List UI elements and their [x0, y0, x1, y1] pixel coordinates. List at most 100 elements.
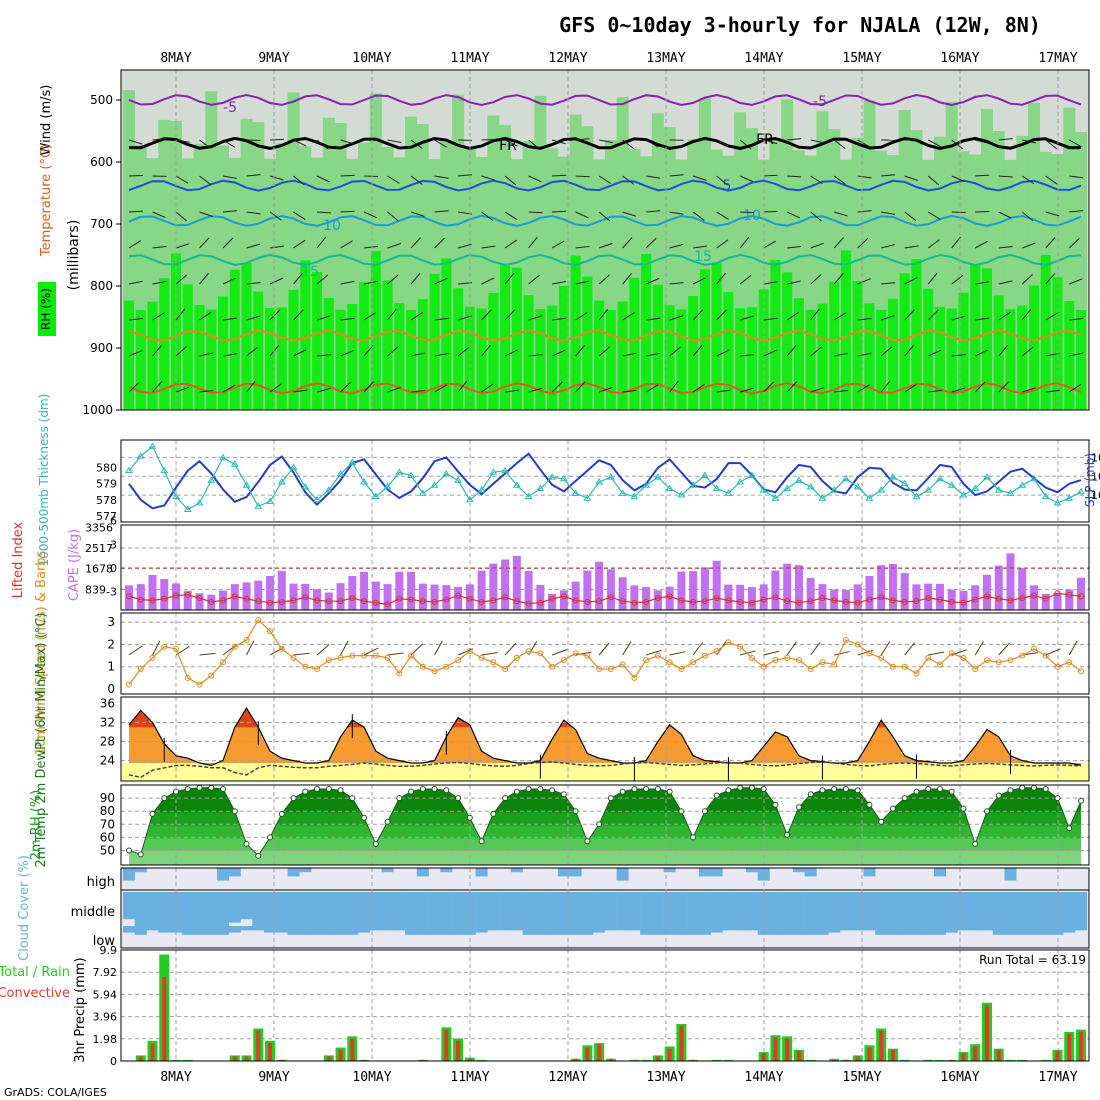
- lifted-index-point: [1007, 597, 1014, 604]
- pressure-tick-label: 500: [90, 93, 113, 107]
- rh-point: [854, 787, 861, 794]
- wind-barb: [246, 315, 261, 321]
- precip-convective-bar: [256, 1030, 261, 1061]
- wind-barb: [340, 210, 355, 213]
- wind-barb: [927, 309, 939, 321]
- upper-air-frame: [120, 69, 1090, 411]
- thickness-point: [971, 484, 980, 491]
- thickness-point: [418, 489, 427, 496]
- cape-bar: [982, 574, 991, 610]
- cloud-bar: [640, 926, 653, 935]
- cloud-bar: [851, 926, 864, 931]
- cloud-bar: [416, 868, 429, 877]
- rh-saturated-column: [770, 259, 781, 410]
- precip-convective-bar: [1079, 1031, 1083, 1061]
- precip-convective-bar: [679, 1026, 684, 1061]
- cloud-bar: [369, 892, 382, 926]
- thickness-point: [195, 499, 204, 506]
- wind-barb: [787, 280, 801, 285]
- lifted-index-point: [713, 595, 720, 601]
- cape-bar: [1065, 589, 1074, 610]
- cape-bar: [783, 563, 792, 610]
- lifted-index-point: [619, 598, 626, 605]
- thickness-point: [559, 474, 568, 482]
- rh-saturated-column: [476, 308, 487, 410]
- thickness-point: [630, 492, 639, 500]
- lifted-index-point: [466, 595, 473, 602]
- wind-barb: [575, 344, 586, 357]
- surface-wind-barb: [998, 642, 1010, 656]
- wind-barb: [552, 280, 566, 285]
- cloud-bar: [381, 892, 394, 926]
- wind-speed-point: [525, 648, 532, 655]
- wind-barb: [1068, 384, 1082, 393]
- rh-saturated-column: [1005, 309, 1016, 410]
- rh-saturated-column: [840, 250, 851, 410]
- x-tick-label-top: 14MAY: [744, 51, 783, 66]
- thickness-point: [712, 484, 721, 491]
- wind-barb: [152, 245, 167, 249]
- cloud-bar: [663, 926, 676, 935]
- cloud-bar: [158, 892, 171, 926]
- wind-barb: [669, 243, 684, 249]
- thickness-point: [477, 486, 486, 493]
- wind-barb: [199, 237, 210, 249]
- wind-barb: [692, 309, 704, 321]
- cloud-bar: [346, 892, 359, 926]
- wind-barb: [528, 354, 543, 357]
- x-tick-label-bottom: 13MAY: [646, 1070, 685, 1085]
- cape-bar: [583, 570, 592, 610]
- rh-point: [549, 787, 556, 794]
- wind-barb: [810, 346, 822, 357]
- precip-convective-bar: [667, 1048, 672, 1061]
- cloud-bar: [569, 868, 582, 877]
- wind-barb: [152, 211, 166, 218]
- wind-barb: [481, 277, 495, 285]
- rh-point: [960, 805, 967, 812]
- lifted-index-point: [1078, 593, 1084, 600]
- x-tick-label-top: 15MAY: [842, 51, 881, 66]
- wind-barb: [975, 317, 990, 321]
- rh-point: [478, 838, 485, 845]
- lifted-index-point: [478, 598, 485, 605]
- cloud-bar: [593, 892, 606, 926]
- cape-bar: [830, 589, 839, 610]
- cloud-bar: [299, 868, 312, 873]
- thickness-point: [148, 442, 157, 449]
- cloud-bar: [581, 892, 594, 926]
- rh-saturated-column: [817, 303, 828, 410]
- lifted-index-point: [995, 595, 1002, 602]
- wind-barb: [669, 282, 684, 285]
- wind-barb: [128, 174, 144, 177]
- cape-bar: [618, 577, 627, 610]
- cloud-bar: [616, 926, 629, 931]
- rh-point: [936, 786, 943, 792]
- rh-point: [231, 808, 238, 815]
- cloud-bar: [334, 892, 347, 926]
- wind-barb: [293, 389, 308, 393]
- surface-wind-barb: [504, 642, 517, 656]
- rh-point: [995, 792, 1002, 799]
- wind-speed-point: [231, 643, 238, 650]
- wind-speed-point: [208, 672, 215, 679]
- precip-convective-bar: [467, 1058, 472, 1061]
- rh-point: [925, 786, 932, 792]
- cloud-bar: [933, 892, 946, 926]
- wind-barb: [927, 175, 940, 186]
- wind-speed-point: [654, 652, 661, 659]
- rh-saturated-column: [1076, 309, 1086, 410]
- wind-barb: [622, 352, 637, 357]
- wind-speed-point: [913, 670, 920, 677]
- cape-bar: [183, 590, 192, 610]
- wind-barb: [833, 237, 844, 249]
- wind-barb: [716, 139, 730, 147]
- rh-saturated-column: [923, 288, 934, 410]
- wind-barb: [411, 389, 426, 393]
- cloud-bar: [804, 892, 817, 926]
- wind-barb: [199, 272, 209, 285]
- slp-axis-label: SLP (mb): [1083, 453, 1097, 507]
- cloud-bar: [322, 892, 335, 926]
- rh-tick-label: 50: [100, 843, 115, 857]
- rh-point: [1042, 786, 1049, 792]
